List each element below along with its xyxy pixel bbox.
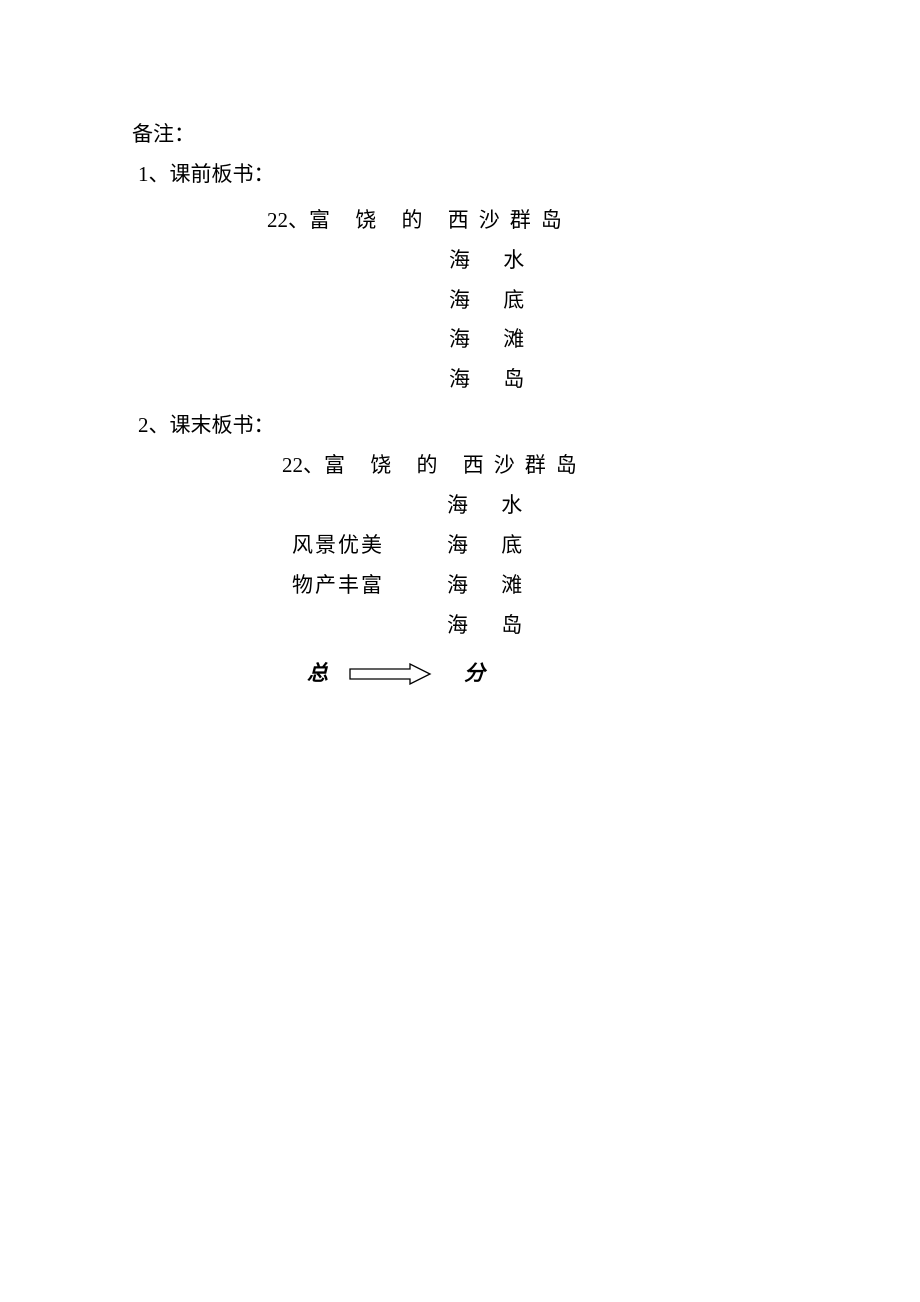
section2-right-4: 海 岛 — [447, 606, 536, 646]
section2-left-2: 物产丰富 — [292, 566, 412, 606]
section1-title-text: 富 饶 的 西沙群岛 — [309, 201, 572, 241]
section2-right-2: 海 底 — [447, 526, 536, 566]
section2-title-row: 22、 富 饶 的 西沙群岛 — [132, 446, 788, 486]
section2-left-empty-1 — [292, 486, 412, 526]
summary-right-char: 分 — [464, 654, 485, 694]
section2-row-4: 海 岛 — [132, 606, 788, 646]
section2-row-1: 海 水 — [132, 486, 788, 526]
section1-heading: 1、课前板书： — [132, 155, 788, 195]
section1-item-2: 海 底 — [449, 281, 788, 321]
section1-title-row: 22、 富 饶 的 西沙群岛 — [132, 201, 788, 241]
document-page: 备注： 1、课前板书： 22、 富 饶 的 西沙群岛 海 水 海 底 海 滩 海… — [0, 0, 920, 693]
summary-row: 总 分 — [132, 654, 788, 694]
section2-left-1: 风景优美 — [292, 526, 412, 566]
section2-left-empty-2 — [292, 606, 412, 646]
section1-item-3: 海 滩 — [449, 320, 788, 360]
section1-item-1: 海 水 — [449, 241, 788, 281]
arrow-shape — [350, 664, 430, 684]
section2-title-number: 22、 — [282, 446, 324, 486]
arrow-icon — [348, 663, 432, 685]
section2-title-text: 富 饶 的 西沙群岛 — [324, 446, 587, 486]
section2-right-1: 海 水 — [447, 486, 536, 526]
summary-left-char: 总 — [307, 654, 328, 694]
section2-heading: 2、课末板书： — [132, 406, 788, 446]
notes-label: 备注： — [132, 115, 788, 155]
section2-right-3: 海 滩 — [447, 566, 536, 606]
section1-item-4: 海 岛 — [449, 360, 788, 400]
section1-title-number: 22、 — [267, 201, 309, 241]
section2-row-2: 风景优美 海 底 — [132, 526, 788, 566]
section2-row-3: 物产丰富 海 滩 — [132, 566, 788, 606]
